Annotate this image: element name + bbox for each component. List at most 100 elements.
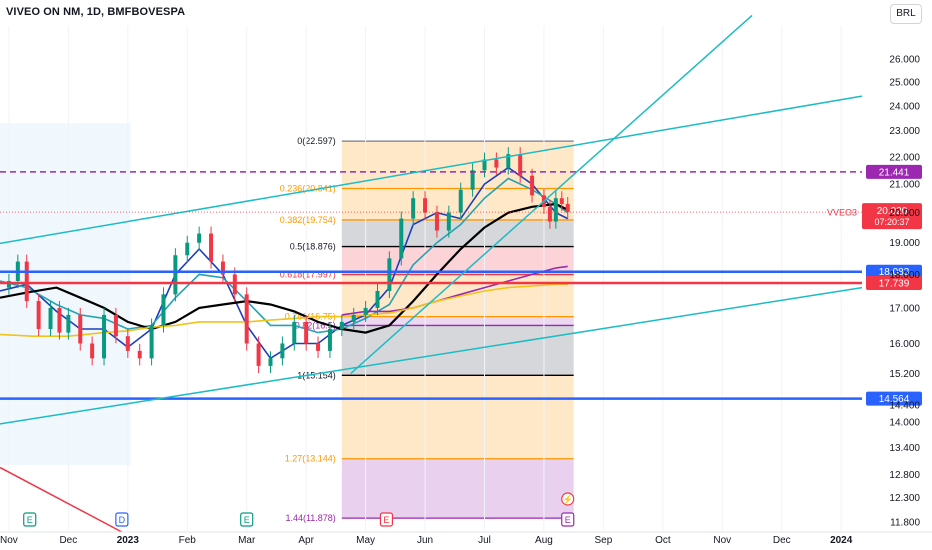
candle-body bbox=[125, 336, 130, 351]
price-tag bbox=[866, 264, 922, 279]
candle-body bbox=[36, 301, 41, 330]
price-tick-label: 25.000 bbox=[889, 77, 920, 88]
candle-body bbox=[292, 321, 297, 344]
candle-body bbox=[559, 198, 564, 204]
time-tick-label: Oct bbox=[655, 535, 671, 546]
candle-body bbox=[161, 294, 166, 326]
event-marker-label: E bbox=[244, 515, 250, 525]
event-marker-label: D bbox=[119, 515, 126, 525]
horizontal-levels[interactable]: 21.441 18.08317.739 14.564 20.02007:20:37 VV… bbox=[0, 164, 922, 406]
candle-body bbox=[78, 314, 83, 344]
time-tick-label: May bbox=[356, 535, 375, 546]
fib-level-label: 1.44(11.878) bbox=[285, 513, 335, 523]
price-tick-label: 11.800 bbox=[890, 517, 920, 528]
price-tick-label: 15.200 bbox=[889, 369, 920, 380]
trendline bbox=[0, 466, 123, 533]
time-tick-label: Dec bbox=[59, 535, 77, 546]
trendline bbox=[0, 95, 863, 245]
candle-body bbox=[232, 274, 237, 295]
lightning-icon bbox=[561, 492, 575, 506]
fib-level-label: 1(15.154) bbox=[297, 370, 336, 380]
price-tick-label: 18.000 bbox=[889, 270, 920, 281]
currency-button[interactable]: BRL bbox=[890, 4, 922, 24]
fibonacci-retracement[interactable]: 0(22.597) 0.236(20.841) 0.382(19.754) 0.5(1… bbox=[280, 136, 574, 523]
time-tick-label: Sep bbox=[595, 535, 613, 546]
candle-body bbox=[57, 307, 62, 333]
price-tick-label: 22.000 bbox=[889, 152, 920, 163]
event-markers[interactable]: E D E E E ⚡ bbox=[23, 492, 575, 527]
time-axis[interactable]: Nov Dec 2023 Feb Mar Apr May Jun Jul Aug Sep Oct Nov… bbox=[0, 531, 932, 546]
candle-body bbox=[6, 280, 11, 288]
candle-body bbox=[316, 343, 321, 351]
time-tick-label: Nov bbox=[0, 535, 18, 546]
candle-body bbox=[244, 294, 249, 344]
candle-body bbox=[197, 233, 202, 243]
price-tick-label: 21.000 bbox=[889, 180, 920, 191]
candle-body bbox=[220, 261, 225, 275]
price-tick-label: 20.000 bbox=[889, 208, 920, 219]
candle-body bbox=[363, 307, 368, 315]
price-tag-label: 21.441 bbox=[879, 167, 910, 178]
fib-band bbox=[341, 219, 574, 247]
fib-level-label: 0.618(17.997) bbox=[280, 270, 336, 280]
candle-body bbox=[256, 343, 261, 366]
price-axis[interactable]: 26.000 25.000 24.000 23.000 22.000 21.000 20.0… bbox=[862, 0, 932, 550]
time-tick-label: Jul bbox=[478, 535, 491, 546]
candle-body bbox=[102, 314, 107, 359]
candle-body bbox=[351, 314, 356, 322]
candle-body bbox=[470, 170, 475, 190]
time-tick-label: 2024 bbox=[830, 535, 853, 546]
fib-band bbox=[341, 375, 574, 459]
price-tick-label: 12.800 bbox=[889, 470, 920, 481]
time-tick-label: 2023 bbox=[117, 535, 140, 546]
fib-band bbox=[341, 188, 574, 220]
fib-level-label: 0.5(18.876) bbox=[290, 242, 336, 252]
candle-body bbox=[173, 255, 178, 295]
candle-body bbox=[304, 321, 309, 344]
candle-body bbox=[458, 189, 463, 213]
event-marker bbox=[115, 512, 129, 527]
candle-body bbox=[506, 154, 511, 168]
trendline bbox=[350, 14, 753, 375]
time-tick-label: Jun bbox=[417, 535, 433, 546]
grid bbox=[8, 26, 842, 532]
trendlines[interactable] bbox=[0, 14, 863, 533]
time-tick-label: Aug bbox=[535, 535, 553, 546]
candle-body bbox=[446, 212, 451, 231]
time-tick-label: Nov bbox=[713, 535, 731, 546]
candle-body bbox=[48, 307, 53, 330]
price-tick-label: 19.000 bbox=[889, 238, 920, 249]
price-tag bbox=[866, 391, 922, 406]
indicator-lines bbox=[0, 147, 570, 373]
fib-level-label: 0.82(16.5) bbox=[295, 320, 336, 330]
event-marker-label: E bbox=[383, 515, 389, 525]
candle-body bbox=[482, 159, 487, 171]
trendline bbox=[0, 286, 863, 425]
price-tag-label: 14.564 bbox=[879, 394, 910, 405]
last-price-tag bbox=[862, 203, 922, 230]
candle-body bbox=[149, 325, 154, 359]
lightning-icon-glyph: ⚡ bbox=[562, 494, 573, 506]
price-tick-label: 12.300 bbox=[889, 493, 920, 504]
candle-body bbox=[137, 350, 142, 359]
price-tick-label: 13.400 bbox=[889, 443, 920, 454]
price-tag bbox=[866, 276, 922, 291]
candle-body bbox=[387, 258, 392, 291]
price-tick-label: 14.400 bbox=[889, 401, 920, 412]
candle-body bbox=[547, 206, 552, 222]
event-marker bbox=[23, 512, 37, 527]
fib-level-label: 0(22.597) bbox=[297, 136, 336, 146]
fib-band bbox=[341, 325, 574, 376]
candle-body bbox=[185, 242, 190, 256]
event-marker-label: E bbox=[27, 515, 33, 525]
last-price-value: 20.020 bbox=[877, 206, 908, 217]
price-tick-label: 23.000 bbox=[889, 126, 920, 137]
candle-body bbox=[327, 329, 332, 351]
candle-body bbox=[209, 233, 214, 262]
candle-body bbox=[530, 175, 535, 196]
price-tick-label: 17.000 bbox=[889, 303, 920, 314]
time-tick-label: Mar bbox=[238, 535, 256, 546]
event-marker bbox=[240, 512, 254, 527]
candle-body bbox=[113, 314, 118, 337]
